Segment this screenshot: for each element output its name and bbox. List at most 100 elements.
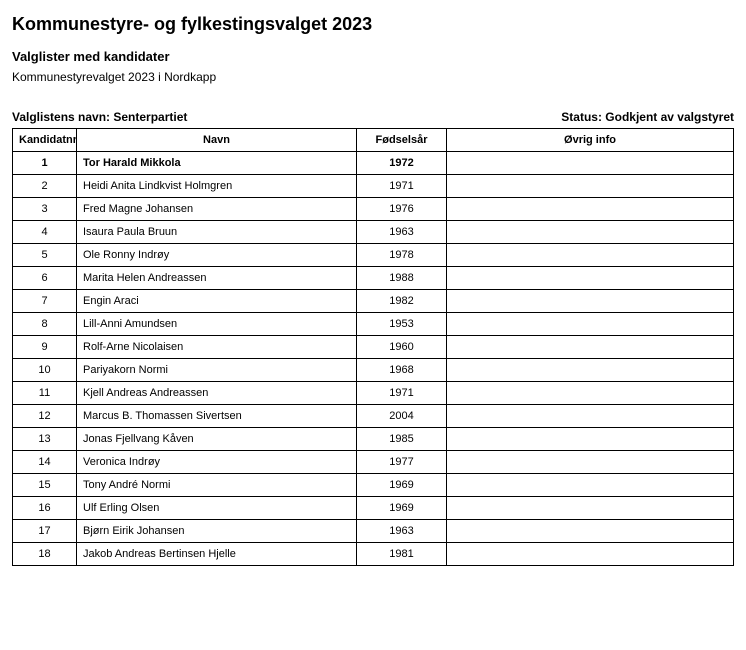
cell-candidate-number: 9 [13, 336, 77, 359]
cell-birth-year: 1981 [357, 543, 447, 566]
cell-candidate-number: 4 [13, 221, 77, 244]
table-row: 4Isaura Paula Bruun1963 [13, 221, 734, 244]
list-meta-row: Valglistens navn: Senterpartiet Status: … [12, 110, 734, 124]
cell-candidate-number: 18 [13, 543, 77, 566]
cell-candidate-number: 17 [13, 520, 77, 543]
cell-birth-year: 2004 [357, 405, 447, 428]
cell-birth-year: 1985 [357, 428, 447, 451]
cell-candidate-name: Ole Ronny Indrøy [77, 244, 357, 267]
cell-candidate-name: Jakob Andreas Bertinsen Hjelle [77, 543, 357, 566]
cell-candidate-name: Engin Araci [77, 290, 357, 313]
table-row: 13Jonas Fjellvang Kåven1985 [13, 428, 734, 451]
cell-birth-year: 1971 [357, 175, 447, 198]
cell-birth-year: 1960 [357, 336, 447, 359]
table-row: 17Bjørn Eirik Johansen1963 [13, 520, 734, 543]
table-row: 18Jakob Andreas Bertinsen Hjelle1981 [13, 543, 734, 566]
cell-other-info [447, 267, 734, 290]
cell-candidate-name: Lill-Anni Amundsen [77, 313, 357, 336]
cell-birth-year: 1969 [357, 474, 447, 497]
cell-candidate-number: 3 [13, 198, 77, 221]
cell-other-info [447, 497, 734, 520]
cell-candidate-number: 12 [13, 405, 77, 428]
col-header-name: Navn [77, 129, 357, 152]
list-status-label: Status: Godkjent av valgstyret [561, 110, 734, 124]
sub-title: Valglister med kandidater [12, 49, 734, 64]
cell-other-info [447, 451, 734, 474]
table-row: 1Tor Harald Mikkola1972 [13, 152, 734, 175]
table-row: 6Marita Helen Andreassen1988 [13, 267, 734, 290]
cell-candidate-name: Jonas Fjellvang Kåven [77, 428, 357, 451]
cell-other-info [447, 382, 734, 405]
cell-other-info [447, 359, 734, 382]
cell-candidate-name: Rolf-Arne Nicolaisen [77, 336, 357, 359]
cell-candidate-number: 14 [13, 451, 77, 474]
cell-birth-year: 1969 [357, 497, 447, 520]
cell-candidate-name: Kjell Andreas Andreassen [77, 382, 357, 405]
cell-candidate-number: 13 [13, 428, 77, 451]
cell-other-info [447, 543, 734, 566]
cell-candidate-name: Fred Magne Johansen [77, 198, 357, 221]
table-row: 2Heidi Anita Lindkvist Holmgren1971 [13, 175, 734, 198]
cell-birth-year: 1976 [357, 198, 447, 221]
cell-birth-year: 1968 [357, 359, 447, 382]
cell-candidate-number: 8 [13, 313, 77, 336]
cell-birth-year: 1953 [357, 313, 447, 336]
cell-candidate-number: 7 [13, 290, 77, 313]
cell-other-info [447, 336, 734, 359]
cell-candidate-number: 10 [13, 359, 77, 382]
cell-candidate-name: Isaura Paula Bruun [77, 221, 357, 244]
candidates-table: Kandidatnr. Navn Fødselsår Øvrig info 1T… [12, 128, 734, 566]
cell-other-info [447, 405, 734, 428]
cell-candidate-number: 1 [13, 152, 77, 175]
cell-candidate-name: Pariyakorn Normi [77, 359, 357, 382]
cell-other-info [447, 244, 734, 267]
cell-birth-year: 1963 [357, 221, 447, 244]
table-row: 3Fred Magne Johansen1976 [13, 198, 734, 221]
col-header-year: Fødselsår [357, 129, 447, 152]
cell-candidate-number: 15 [13, 474, 77, 497]
cell-birth-year: 1971 [357, 382, 447, 405]
cell-candidate-name: Ulf Erling Olsen [77, 497, 357, 520]
table-row: 7Engin Araci1982 [13, 290, 734, 313]
cell-other-info [447, 428, 734, 451]
cell-candidate-name: Bjørn Eirik Johansen [77, 520, 357, 543]
cell-candidate-name: Tony André Normi [77, 474, 357, 497]
cell-other-info [447, 474, 734, 497]
cell-other-info [447, 221, 734, 244]
col-header-info: Øvrig info [447, 129, 734, 152]
cell-candidate-number: 5 [13, 244, 77, 267]
table-row: 5Ole Ronny Indrøy1978 [13, 244, 734, 267]
table-row: 12Marcus B. Thomassen Sivertsen2004 [13, 405, 734, 428]
table-header-row: Kandidatnr. Navn Fødselsår Øvrig info [13, 129, 734, 152]
cell-candidate-number: 2 [13, 175, 77, 198]
cell-birth-year: 1982 [357, 290, 447, 313]
cell-birth-year: 1977 [357, 451, 447, 474]
cell-other-info [447, 198, 734, 221]
cell-candidate-number: 16 [13, 497, 77, 520]
col-header-nr: Kandidatnr. [13, 129, 77, 152]
table-row: 8Lill-Anni Amundsen1953 [13, 313, 734, 336]
cell-other-info [447, 313, 734, 336]
cell-candidate-name: Marita Helen Andreassen [77, 267, 357, 290]
cell-other-info [447, 175, 734, 198]
table-row: 15Tony André Normi1969 [13, 474, 734, 497]
cell-candidate-name: Tor Harald Mikkola [77, 152, 357, 175]
table-row: 9Rolf-Arne Nicolaisen1960 [13, 336, 734, 359]
main-title: Kommunestyre- og fylkestingsvalget 2023 [12, 14, 734, 35]
table-row: 10Pariyakorn Normi1968 [13, 359, 734, 382]
table-row: 11Kjell Andreas Andreassen1971 [13, 382, 734, 405]
cell-candidate-name: Veronica Indrøy [77, 451, 357, 474]
cell-candidate-name: Marcus B. Thomassen Sivertsen [77, 405, 357, 428]
cell-candidate-number: 11 [13, 382, 77, 405]
list-name-label: Valglistens navn: Senterpartiet [12, 110, 187, 124]
cell-candidate-number: 6 [13, 267, 77, 290]
cell-birth-year: 1988 [357, 267, 447, 290]
context-line: Kommunestyrevalget 2023 i Nordkapp [12, 70, 734, 84]
cell-birth-year: 1963 [357, 520, 447, 543]
table-row: 16Ulf Erling Olsen1969 [13, 497, 734, 520]
table-row: 14Veronica Indrøy1977 [13, 451, 734, 474]
cell-other-info [447, 152, 734, 175]
cell-other-info [447, 520, 734, 543]
cell-birth-year: 1978 [357, 244, 447, 267]
document-page: Kommunestyre- og fylkestingsvalget 2023 … [0, 0, 746, 586]
